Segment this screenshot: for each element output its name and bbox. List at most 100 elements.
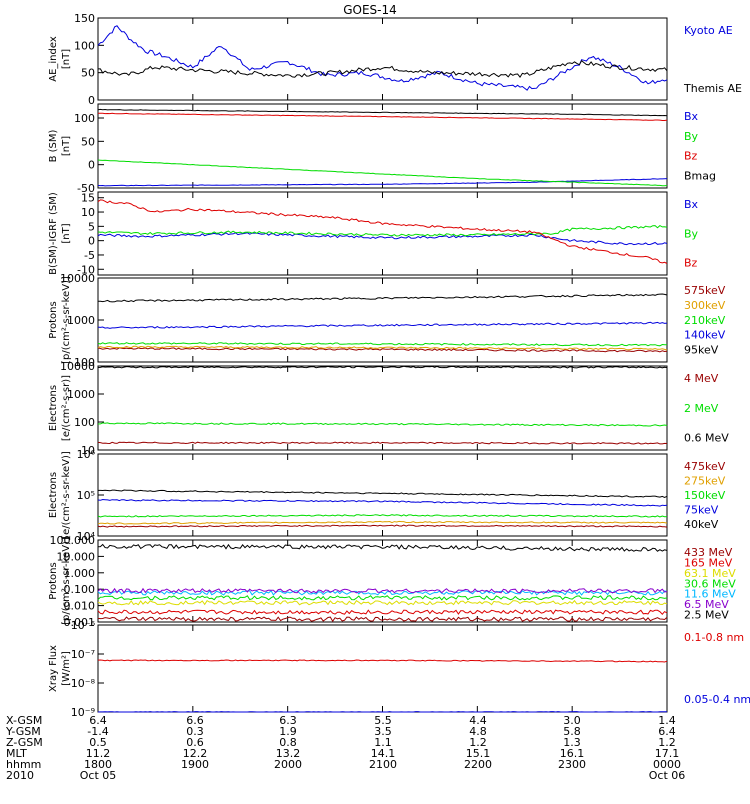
legend-2-mev: 2 MeV	[684, 402, 719, 415]
series-line-bmag	[98, 109, 667, 115]
y-axis-label: [e/(cm²-s-sr-keV)]	[61, 451, 72, 539]
y-axis-label: [e/(cm²-s-sr)]	[61, 375, 72, 441]
series-line-by	[98, 160, 667, 186]
y-axis-label: [p/(cm²-s-sr-keV)]	[61, 276, 72, 364]
y-axis-label: B(SM)-IGRF (SM)	[48, 192, 59, 275]
y-axis-label: [W/m²]	[61, 651, 72, 686]
legend-2-5-mev: 2.5 MeV	[684, 609, 729, 622]
y-tick-label: 100	[74, 39, 95, 52]
series-line-63-1-mev	[98, 601, 667, 605]
panel-frame	[98, 540, 667, 622]
y-tick-label: 10⁻⁸	[71, 677, 96, 690]
legend-0-05-0-4-nm: 0.05-0.4 nm	[684, 693, 750, 706]
legend-40kev: 40keV	[684, 518, 719, 531]
legend-95kev: 95keV	[684, 344, 719, 357]
legend-by: By	[684, 130, 699, 143]
y-tick-label: 10⁶	[77, 448, 96, 461]
series-line-575kev	[98, 348, 667, 352]
chart-title: GOES-14	[343, 3, 397, 17]
series-line-95kev	[98, 294, 667, 302]
legend-150kev: 150keV	[684, 489, 726, 502]
legend-bz: Bz	[684, 257, 698, 270]
series-line-4-mev	[98, 442, 667, 444]
series-line-165-mev	[98, 610, 667, 614]
y-tick-label: 10⁵	[77, 489, 95, 502]
y-tick-label: -5	[84, 249, 95, 262]
panel-frame	[98, 18, 667, 100]
ephemeris-value: 1900	[181, 758, 209, 771]
y-tick-label: 0	[88, 94, 95, 107]
legend-475kev: 475keV	[684, 460, 726, 473]
legend-140kev: 140keV	[684, 329, 726, 342]
legend-by: By	[684, 227, 699, 240]
ephemeris-value: 2300	[558, 758, 586, 771]
y-axis-label: Protons	[48, 301, 59, 338]
y-tick-label: 10000	[60, 360, 95, 373]
y-axis-label: Electrons	[48, 385, 59, 431]
series-line-0-1-0-8-nm	[98, 660, 667, 662]
legend-bz: Bz	[684, 150, 698, 163]
y-tick-label: 10	[81, 206, 95, 219]
ephemeris-value: Oct 05	[80, 769, 117, 782]
legend-kyoto-ae: Kyoto AE	[684, 24, 733, 37]
y-tick-label: 10⁻⁷	[71, 648, 95, 661]
y-tick-label: 50	[81, 135, 95, 148]
y-axis-label: Electrons	[48, 472, 59, 518]
series-line-bz	[98, 200, 667, 264]
series-line-11-6-mev	[98, 591, 667, 595]
panel-1: 0 50 100 150 AE_index[nT]	[48, 12, 667, 107]
y-tick-label: 0	[88, 235, 95, 248]
legend-210kev: 210keV	[684, 314, 726, 327]
y-axis-label: Xray Flux	[48, 645, 59, 692]
series-line-kyoto-ae	[98, 26, 667, 90]
y-tick-label: 5	[88, 220, 95, 233]
ephemeris-value: 2200	[464, 758, 492, 771]
series-line-40kev	[98, 490, 667, 497]
ephemeris-value: Oct 06	[649, 769, 686, 782]
panel-frame	[98, 625, 667, 712]
y-tick-label: 100	[74, 416, 95, 429]
series-line-210kev	[98, 343, 667, 346]
legend-0-1-0-8-nm: 0.1-0.8 nm	[684, 631, 744, 644]
y-tick-label: 100	[74, 112, 95, 125]
legend-575kev: 575keV	[684, 284, 726, 297]
y-axis-label: Protons	[48, 562, 59, 599]
series-line-140kev	[98, 322, 667, 328]
y-axis-label: AE_index	[48, 36, 59, 82]
panel-7: 0.0010.0100.1001.00010.000100.000Protons…	[48, 534, 667, 629]
series-line-75kev	[98, 500, 667, 507]
y-axis-label: [nT]	[61, 49, 72, 69]
legend-4-mev: 4 MeV	[684, 372, 719, 385]
y-tick-label: 100.000	[50, 534, 96, 547]
series-line-475kev	[98, 525, 667, 527]
legend-bx: Bx	[684, 198, 699, 211]
y-tick-label: 10⁻⁶	[71, 619, 96, 632]
y-axis-label: [nT]	[61, 223, 72, 243]
legend-300kev: 300keV	[684, 299, 726, 312]
y-tick-label: 15	[81, 192, 95, 205]
legend-0-6-mev: 0.6 MeV	[684, 432, 729, 445]
y-axis-label: B (SM)	[48, 129, 59, 162]
ephemeris-value: 2000	[274, 758, 302, 771]
y-axis-label: [p/(cm²-s-sr-keV)]	[61, 537, 72, 625]
y-tick-label: 150	[74, 12, 95, 25]
y-axis-label: [nT]	[61, 136, 72, 156]
y-tick-label: 50	[81, 67, 95, 80]
panel-frame	[98, 366, 667, 450]
legend-bmag: Bmag	[684, 170, 716, 183]
ephemeris-label: 2010	[6, 769, 34, 782]
series-line-30-6-mev	[98, 596, 667, 600]
legend-275kev: 275keV	[684, 474, 726, 487]
legend-75kev: 75keV	[684, 503, 719, 516]
